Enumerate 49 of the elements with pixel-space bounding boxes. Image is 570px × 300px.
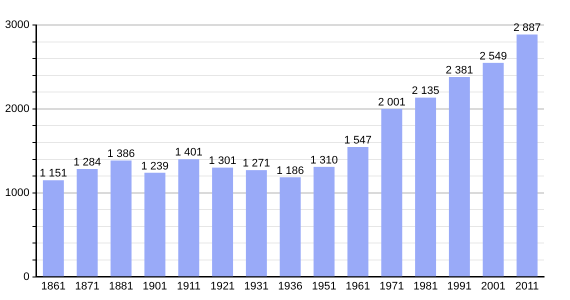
bar bbox=[42, 180, 64, 276]
bar bbox=[347, 146, 368, 276]
x-tick-label: 2001 bbox=[481, 280, 506, 292]
data-label: 1 151 bbox=[40, 168, 68, 180]
data-label: 1 284 bbox=[73, 156, 101, 169]
data-label: 1 301 bbox=[208, 155, 236, 168]
bar bbox=[178, 159, 200, 276]
x-tick-label: 1861 bbox=[41, 280, 66, 292]
bar bbox=[280, 177, 301, 276]
data-label: 1 401 bbox=[174, 146, 202, 159]
bar bbox=[314, 166, 335, 276]
x-tick-label: 1931 bbox=[244, 280, 269, 292]
x-tick-label: 1911 bbox=[176, 280, 201, 292]
bar bbox=[110, 160, 132, 276]
x-tick-label: 1951 bbox=[312, 280, 336, 292]
y-tick-label: 3000 bbox=[4, 19, 30, 32]
x-tick-label: 1921 bbox=[210, 280, 235, 292]
y-tick-label: 2000 bbox=[4, 102, 30, 115]
x-tick-label: 1991 bbox=[447, 280, 472, 292]
x-tick-label: 1971 bbox=[380, 280, 404, 292]
bar bbox=[381, 108, 402, 276]
x-tick-label: 1871 bbox=[74, 280, 100, 292]
x-tick-label: 1881 bbox=[108, 280, 134, 292]
bar bbox=[76, 169, 98, 276]
bar bbox=[415, 98, 436, 276]
y-tick-label: 0 bbox=[23, 270, 30, 283]
bar bbox=[246, 170, 267, 276]
data-label: 1 547 bbox=[344, 134, 372, 146]
bar bbox=[212, 168, 234, 276]
y-tick-label: 1000 bbox=[4, 186, 30, 199]
data-label: 1 271 bbox=[242, 158, 270, 170]
data-label: 2 549 bbox=[479, 50, 508, 62]
x-tick-label: 1901 bbox=[142, 280, 168, 292]
x-tick-label: 1961 bbox=[346, 280, 370, 292]
bar bbox=[516, 34, 538, 276]
x-tick-label: 1981 bbox=[413, 280, 438, 292]
data-label: 2 381 bbox=[446, 64, 474, 76]
bar bbox=[144, 172, 166, 276]
data-label: 1 310 bbox=[310, 154, 338, 166]
data-label: 2 001 bbox=[378, 96, 406, 108]
x-tick-label: 2011 bbox=[515, 280, 539, 292]
data-label: 1 239 bbox=[141, 160, 169, 172]
data-label: 2 887 bbox=[513, 22, 541, 34]
data-label: 2 135 bbox=[412, 85, 440, 98]
x-tick-label: 1936 bbox=[278, 280, 302, 292]
data-label: 1 186 bbox=[276, 164, 304, 177]
bar bbox=[482, 62, 504, 276]
bar bbox=[448, 76, 470, 276]
data-label: 1 386 bbox=[107, 148, 135, 160]
